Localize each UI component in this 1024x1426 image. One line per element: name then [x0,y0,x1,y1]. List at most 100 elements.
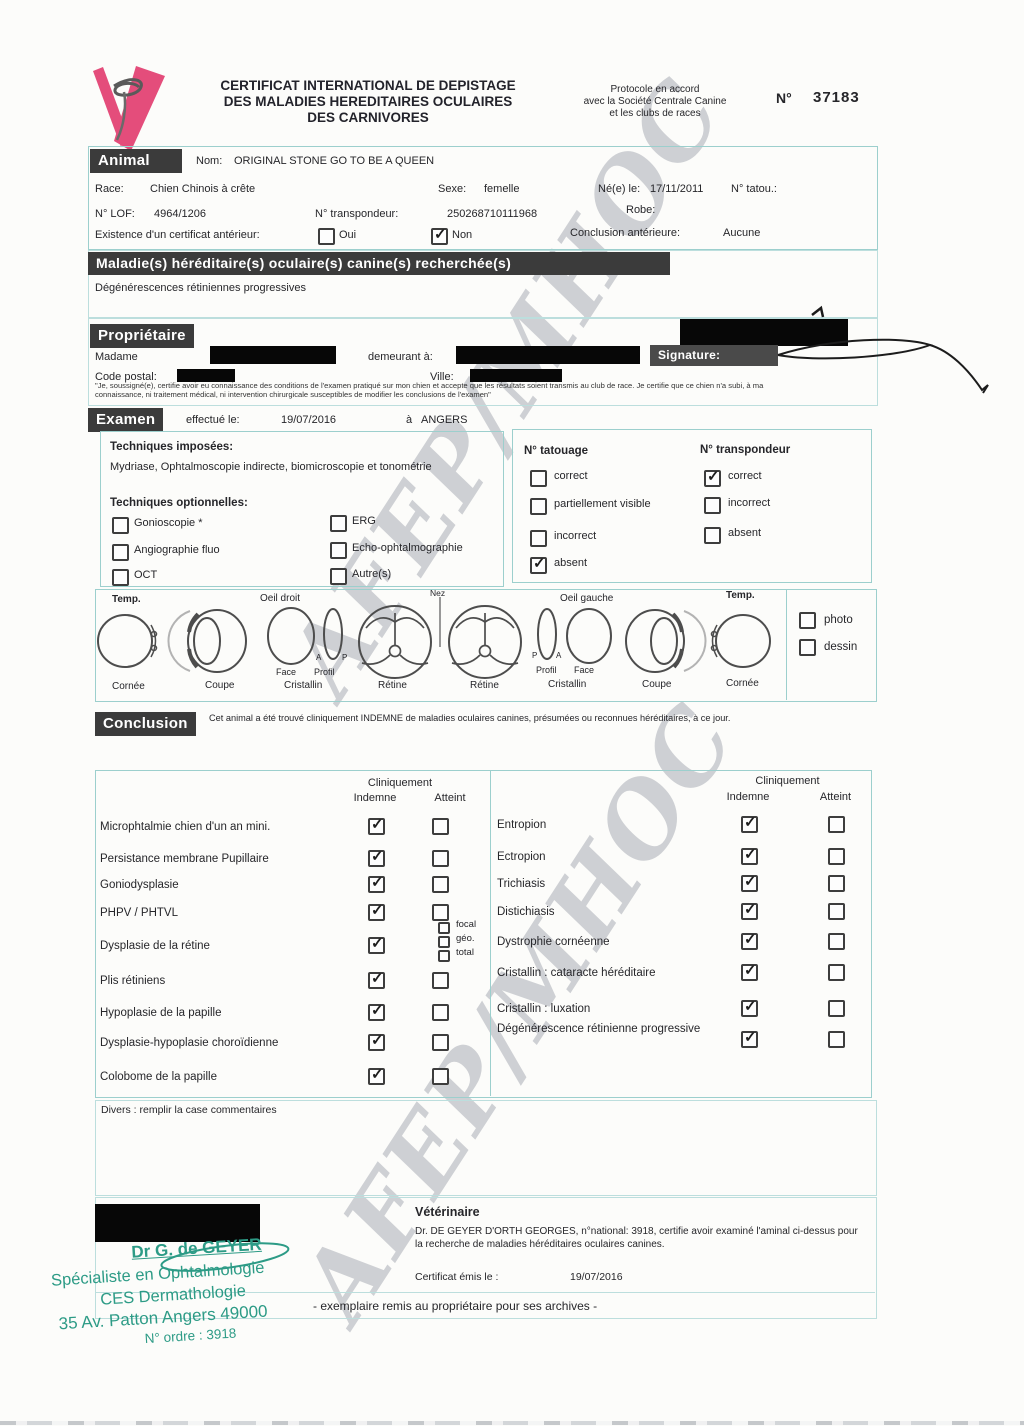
cb-indemne-right-1 [741,845,758,865]
techniques-box [100,431,504,587]
dessin-label: dessin [824,641,858,653]
protocol-line2: avec la Société Centrale Canine [583,96,727,107]
col-header-indemne-right: Indemne [726,791,770,803]
identification-box [512,429,872,583]
demeurant-label: demeurant à: [368,351,433,363]
cb-tatouage-3 [530,554,547,574]
cb-atteint-right-7 [828,1031,845,1048]
certificat-emis-date: 19/07/2016 [570,1271,623,1283]
col-header-indemne-left: Indemne [353,792,397,804]
conclusion-row-label: Dégénérescence rétinienne progressive [497,1023,701,1035]
veterinaire-box [95,1197,877,1319]
tatouage-option-label: absent [554,557,588,569]
technique-label: OCT [134,569,158,581]
nom-value: ORIGINAL STONE GO TO BE A QUEEN [234,155,435,167]
diagram-label-cristallin-right: Cristallin [548,679,587,690]
animal-section-box [88,146,878,250]
archives-footer: - exemplaire remis au propriétaire pour … [313,1299,598,1313]
proprietaire-section-box [88,318,878,406]
transpondeur-value: 250268710111968 [447,208,538,220]
cb-indemne-right-7 [741,1028,758,1048]
redaction-signature-area [680,319,848,346]
cb-atteint-right-1 [828,848,845,865]
conclusion-row-label: Goniodysplasie [100,879,179,891]
diagram-label-cornee-right: Cornée [726,678,759,689]
cb-tatouage-1 [530,498,547,515]
cb-indemne-left-3 [368,901,385,921]
conclusion-row-label: Distichiasis [497,906,555,918]
veterinaire-header: Vétérinaire [415,1205,480,1219]
cb-technique2-1 [330,542,347,559]
certificat-anterieur-label: Existence d'un certificat antérieur: [95,229,260,241]
cb-atteint-right-5 [828,964,845,981]
diagram-label-retine-right-eye: Rétine [378,680,407,691]
cb-indemne-right-5 [741,961,758,981]
diagram-label-face-left: Face [276,667,297,677]
conclusion-row-label: Dysplasie-hypoplasie choroïdienne [100,1037,279,1049]
conclusion-row-label: PHPV / PHTVL [100,907,178,919]
eye-diagram-box [95,589,877,702]
photo-checkbox [799,612,816,629]
cb-technique-1 [112,544,129,561]
conclusion-row-label: Plis rétiniens [100,975,166,987]
technique-label: Autre(s) [352,568,392,580]
diagram-label-a-right: A [556,651,562,660]
ne-le-value: 17/11/2011 [650,183,704,195]
cb-indemne-left-5 [368,969,385,989]
cb-indemne-left-1 [368,847,385,867]
signature-scribble [777,305,989,394]
ne-le-label: Né(e) le: [598,183,641,195]
cb-technique2-2 [330,568,347,585]
col-header-cliniquement-right: Cliniquement [755,775,820,787]
diagram-label-oeil-gauche: Oeil gauche [560,593,614,604]
conclusion-row-label: Microphtalmie chien d'un an mini. [100,821,271,833]
redaction-owner-name [210,346,336,364]
photo-label: photo [824,614,853,626]
cb-atteint-right-3 [828,903,845,920]
transpondeur-option-label: correct [728,470,762,482]
atteint-sub-label: géo. [456,933,475,944]
cb-indemne-left-6 [368,1001,385,1021]
examen-lieu: ANGERS [421,414,468,426]
cb-atteint-sub-géo. [438,936,450,948]
redaction-owner-address [456,346,640,364]
diagram-label-cornee-left: Cornée [112,681,145,692]
diagram-label-p-right: P [532,651,538,660]
certificat-option-label: Non [452,229,473,241]
divers-box [95,1100,877,1196]
conclusion-table-divider [490,770,491,1096]
technique-label: Angiographie fluo [134,544,220,556]
nom-label: Nom: [196,155,223,167]
diagram-label-temp-right: Temp. [726,590,755,601]
atteint-sub-label: total [456,947,474,958]
cb-atteint-left-7 [432,1034,449,1051]
conclusion-statement: Cet animal a été trouvé cliniquement IND… [209,713,731,723]
race-value: Chien Chinois à crête [150,183,256,195]
cb-indemne-left-8 [368,1065,385,1085]
diagram-label-coupe-left: Coupe [205,680,235,691]
cb-certificat-Oui [318,228,335,245]
diagram-label-profil-right: Profil [536,665,557,675]
civilite-label: Madame [95,351,138,363]
divers-label: Divers : remplir la case commentaires [101,1104,277,1116]
owner-legal-text: "Je, soussigné(e), certifie avoir eu con… [95,381,764,400]
sexe-label: Sexe: [438,183,467,195]
vet-green-stamp: Dr G. de GEYER Spécialiste en Ophtalmolo… [49,1225,405,1356]
tatouage-option-label: incorrect [554,530,597,542]
cb-atteint-left-8 [432,1068,449,1085]
col-header-cliniquement-left: Cliniquement [367,777,433,789]
redaction-vet-stamp [95,1204,260,1242]
atteint-sub-label: focal [456,919,477,930]
cb-transpondeur-1 [704,497,721,514]
sexe-value: femelle [484,183,520,195]
cb-indemne-left-4 [368,934,385,954]
stamp-line-ordre: N° ordre : 3918 [144,1325,237,1347]
techniques-imposees-label: Techniques imposées: [110,441,234,453]
cb-atteint-left-3 [432,904,449,921]
techniques-imposees-text: Mydriase, Ophtalmoscopie indirecte, biom… [110,461,432,473]
examen-a-label: à [406,414,413,426]
diagram-label-oeil-droit: Oeil droit [260,593,301,604]
conclusion-table-box [95,770,872,1098]
cb-atteint-sub-total [438,950,450,962]
